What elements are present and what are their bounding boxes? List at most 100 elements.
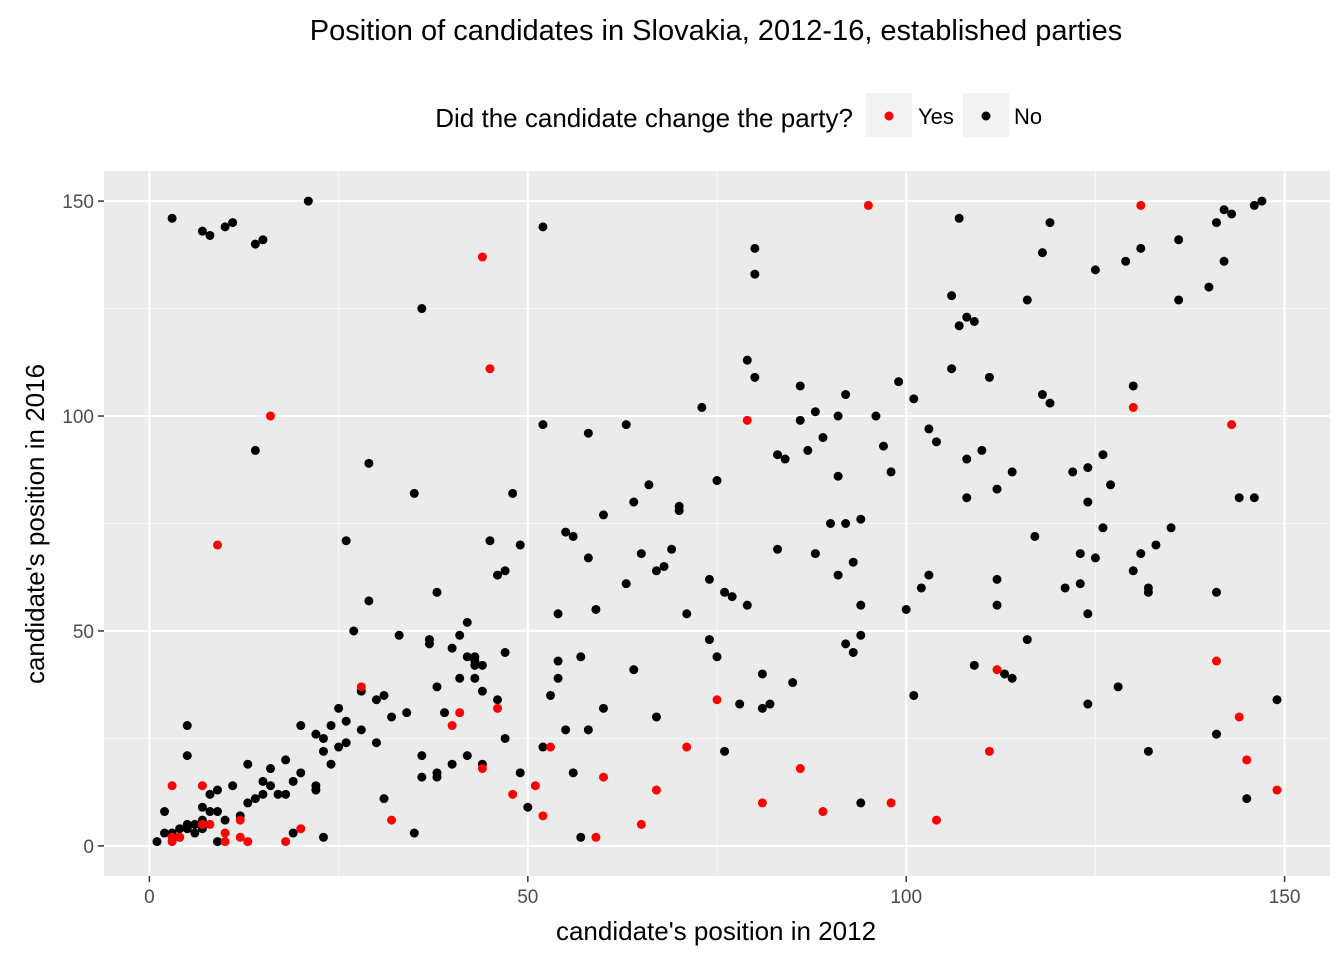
- point-no: [924, 424, 934, 434]
- point-yes: [1128, 402, 1138, 412]
- point-no: [318, 733, 328, 743]
- point-yes: [243, 837, 253, 847]
- point-no: [780, 454, 790, 464]
- point-no: [757, 669, 767, 679]
- point-yes: [235, 832, 245, 842]
- point-no: [1022, 295, 1032, 305]
- point-no: [485, 536, 495, 546]
- point-no: [334, 742, 344, 752]
- point-no: [515, 540, 525, 550]
- point-no: [311, 729, 321, 739]
- point-no: [265, 764, 275, 774]
- point-no: [1075, 549, 1085, 559]
- legend-title: Did the candidate change the party?: [435, 103, 853, 133]
- point-no: [803, 445, 813, 455]
- point-no: [704, 574, 714, 584]
- point-no: [1007, 673, 1017, 683]
- legend-label-no: No: [1014, 104, 1042, 129]
- point-no: [871, 411, 881, 421]
- point-no: [992, 574, 1002, 584]
- point-no: [773, 544, 783, 554]
- point-no: [659, 561, 669, 571]
- x-tick-label: 0: [144, 887, 155, 908]
- point-no: [394, 630, 404, 640]
- point-no: [288, 776, 298, 786]
- point-no: [886, 467, 896, 477]
- point-yes: [296, 824, 306, 834]
- point-no: [326, 759, 336, 769]
- point-yes: [992, 665, 1002, 675]
- point-no: [318, 746, 328, 756]
- point-no: [621, 579, 631, 589]
- point-no: [379, 690, 389, 700]
- point-no: [833, 471, 843, 481]
- point-yes: [477, 252, 487, 262]
- point-no: [1136, 243, 1146, 253]
- point-no: [1030, 531, 1040, 541]
- point-no: [288, 828, 298, 838]
- point-no: [1128, 381, 1138, 391]
- point-no: [1037, 390, 1047, 400]
- point-yes: [591, 832, 601, 842]
- point-no: [583, 553, 593, 563]
- point-no: [197, 226, 207, 236]
- point-no: [1143, 746, 1153, 756]
- point-no: [962, 312, 972, 322]
- point-no: [697, 402, 707, 412]
- point-yes: [1136, 200, 1146, 210]
- point-no: [712, 476, 722, 486]
- point-no: [258, 789, 268, 799]
- point-no: [750, 269, 760, 279]
- point-no: [1075, 579, 1085, 589]
- point-yes: [538, 811, 548, 821]
- point-no: [409, 828, 419, 838]
- point-no: [523, 802, 533, 812]
- point-no: [916, 583, 926, 593]
- point-yes: [1272, 785, 1282, 795]
- point-no: [818, 433, 828, 443]
- point-yes: [167, 781, 177, 791]
- point-no: [931, 437, 941, 447]
- point-no: [629, 665, 639, 675]
- chart-title: Position of candidates in Slovakia, 2012…: [310, 15, 1123, 47]
- point-no: [1090, 265, 1100, 275]
- point-no: [220, 815, 230, 825]
- point-no: [364, 458, 374, 468]
- point-no: [152, 837, 162, 847]
- point-no: [826, 519, 836, 528]
- point-no: [894, 377, 904, 387]
- point-no: [720, 746, 730, 756]
- point-no: [856, 630, 866, 640]
- major-gridlines: [104, 171, 1330, 876]
- point-yes: [265, 411, 275, 421]
- point-no: [909, 690, 919, 700]
- point-no: [387, 712, 397, 722]
- point-yes: [651, 785, 661, 795]
- point-no: [281, 789, 291, 799]
- point-no: [1083, 699, 1093, 709]
- point-no: [909, 394, 919, 404]
- point-yes: [682, 742, 692, 752]
- point-no: [1113, 682, 1123, 692]
- point-no: [848, 647, 858, 657]
- point-no: [992, 484, 1002, 494]
- point-no: [644, 480, 654, 490]
- point-no: [561, 527, 571, 537]
- point-no: [598, 510, 608, 520]
- point-no: [205, 789, 215, 799]
- y-tick-label: 50: [73, 622, 94, 643]
- point-no: [500, 733, 510, 743]
- point-yes: [220, 828, 230, 838]
- point-no: [175, 824, 185, 834]
- point-yes: [931, 815, 941, 825]
- point-no: [1174, 295, 1184, 305]
- point-no: [311, 781, 321, 791]
- series-yes-points: [167, 200, 1282, 847]
- point-no: [1272, 695, 1282, 705]
- point-yes: [818, 807, 828, 817]
- point-yes: [1211, 656, 1221, 666]
- point-no: [810, 549, 820, 559]
- x-tick-label: 100: [890, 887, 922, 908]
- point-no: [432, 768, 442, 778]
- point-no: [477, 660, 487, 670]
